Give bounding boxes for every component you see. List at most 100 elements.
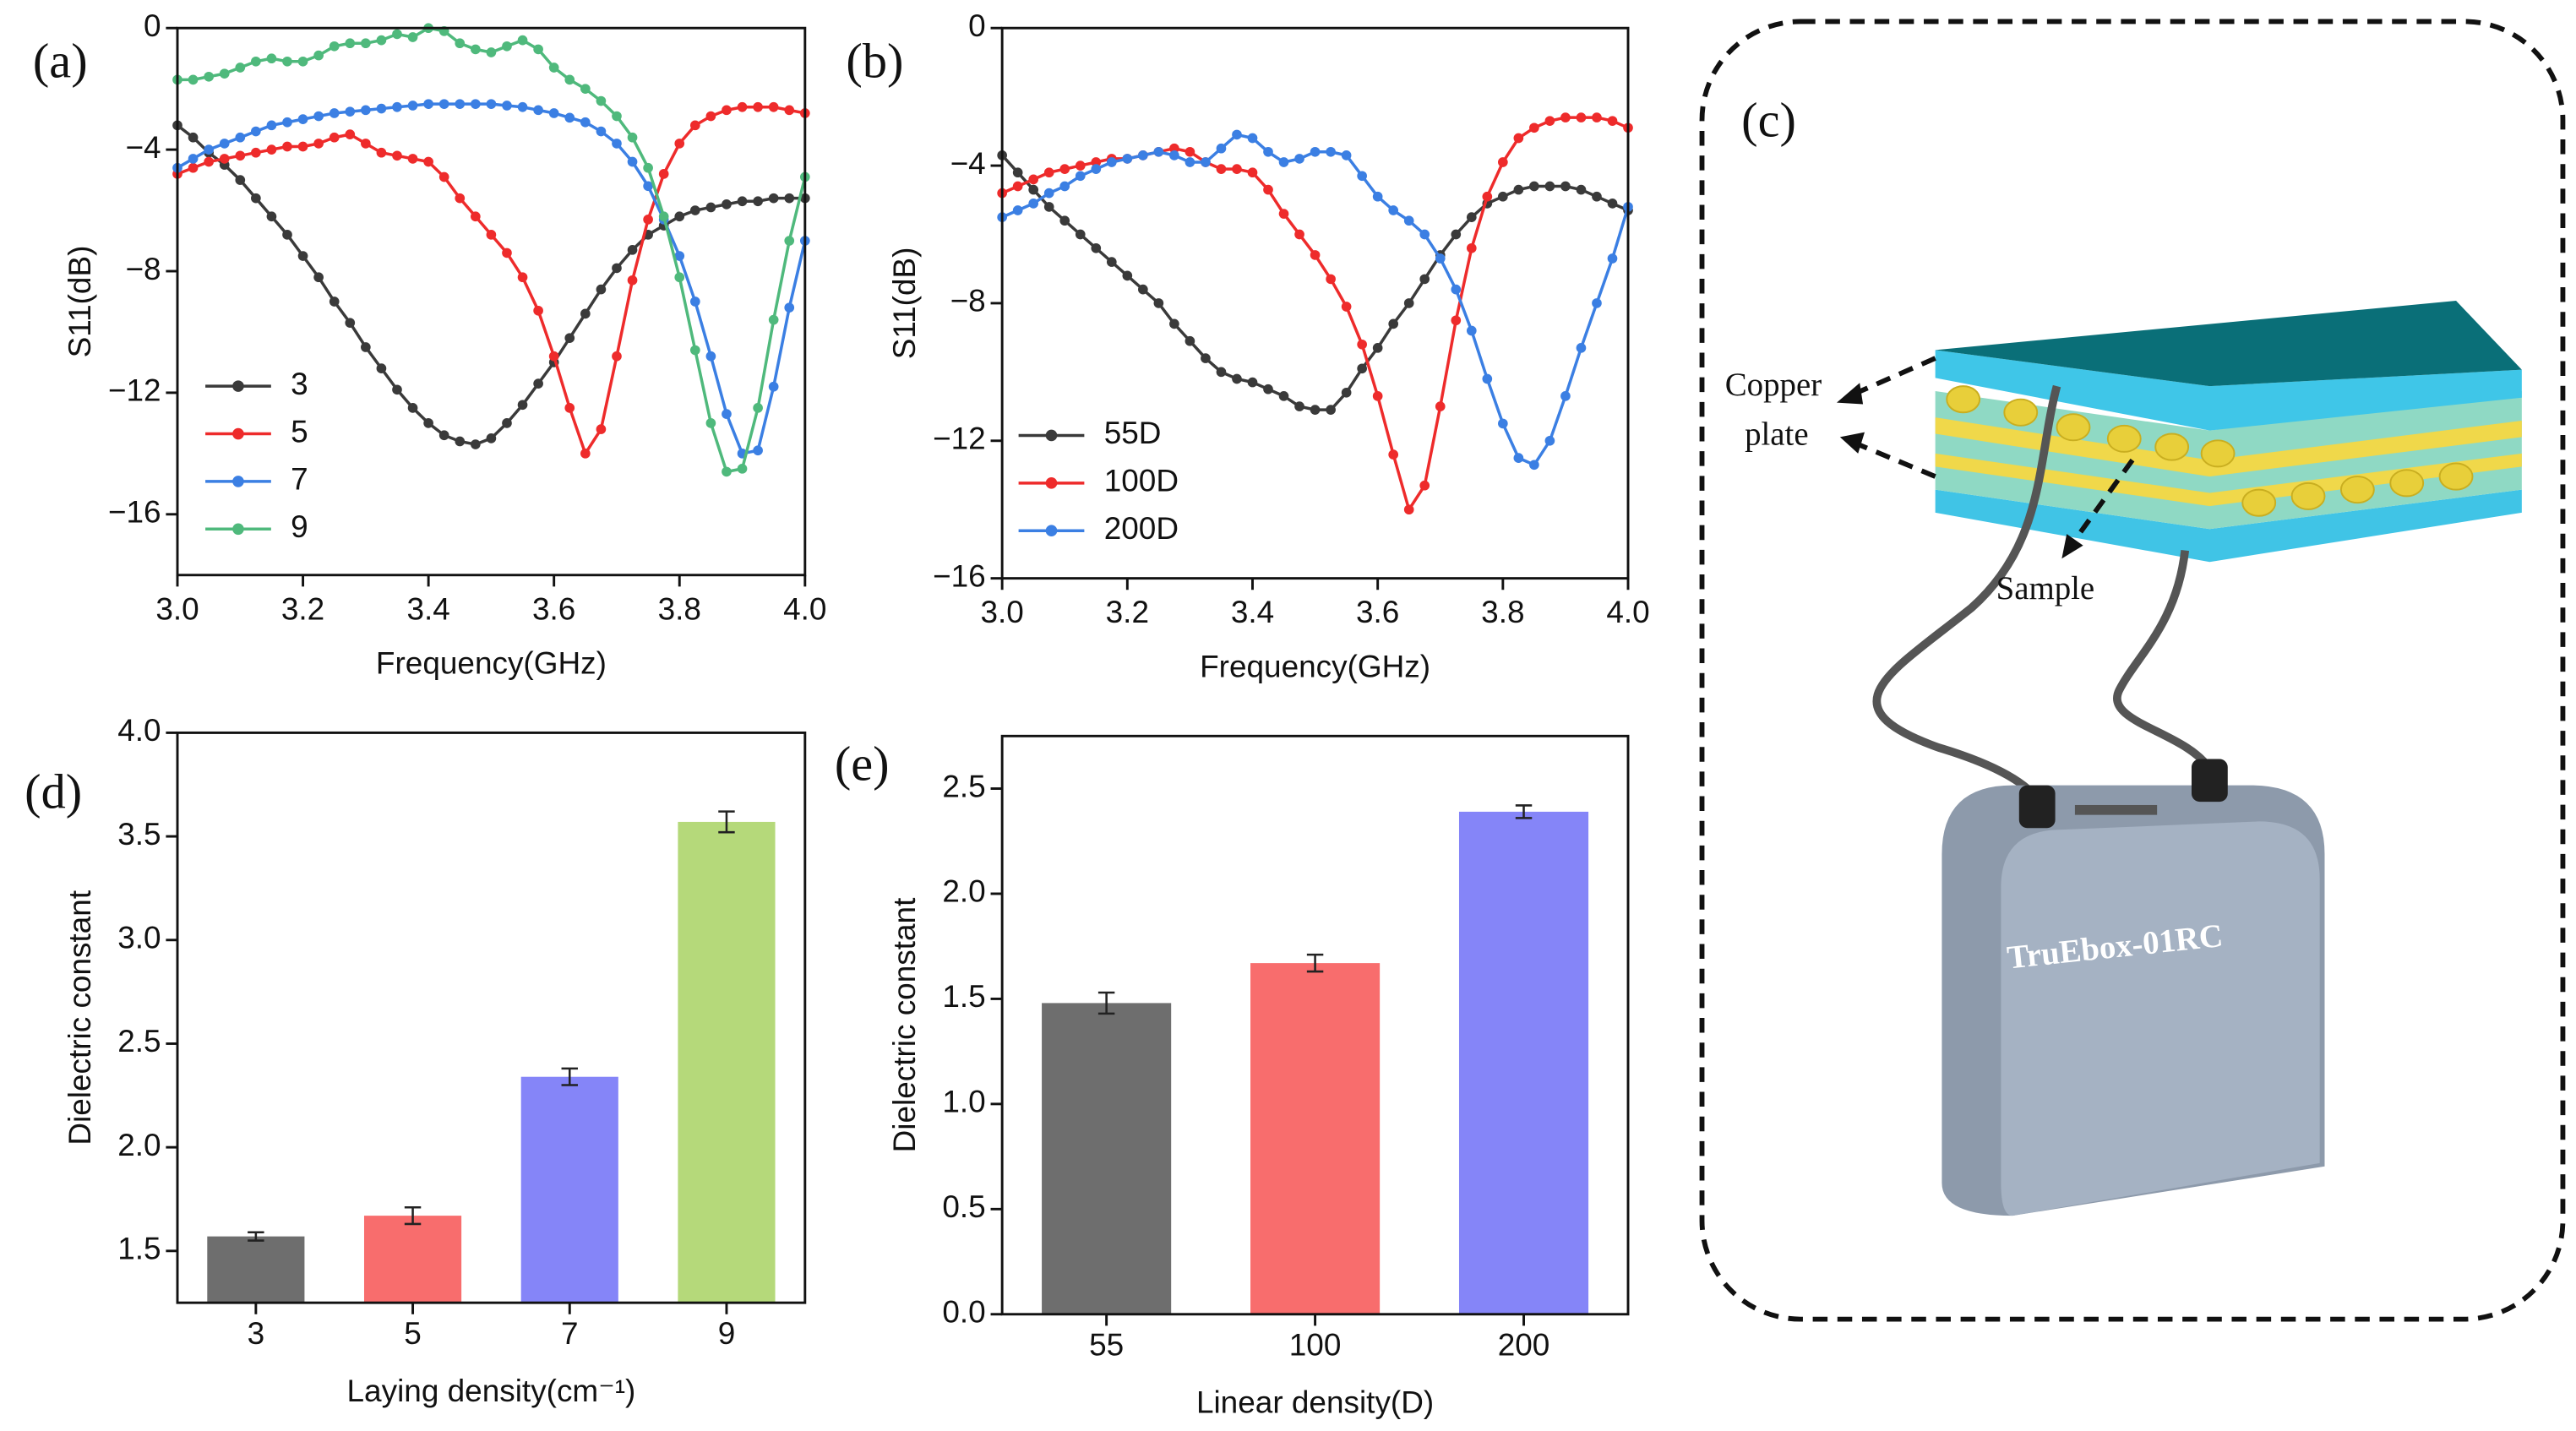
marker	[1403, 504, 1414, 515]
y-tick-label: 2.0	[117, 1128, 161, 1162]
marker	[533, 378, 543, 389]
marker	[1138, 284, 1148, 295]
marker	[282, 141, 292, 152]
marker	[1544, 435, 1555, 446]
marker	[612, 351, 622, 362]
marker	[689, 205, 700, 215]
marker	[1607, 116, 1618, 126]
marker	[1419, 480, 1430, 491]
marker	[361, 139, 371, 149]
y-tick-label: 3.0	[117, 921, 161, 955]
axes-frame	[176, 26, 807, 577]
marker	[376, 35, 387, 46]
y-tick-label: 2.0	[942, 874, 985, 909]
marker	[1091, 164, 1102, 174]
marker	[564, 333, 575, 343]
bar	[207, 1236, 305, 1303]
marker	[689, 297, 700, 307]
marker	[1278, 391, 1289, 401]
marker	[1607, 199, 1618, 209]
x-tick-label: 9	[718, 1316, 736, 1351]
marker	[1435, 253, 1446, 264]
marker	[658, 169, 669, 179]
marker	[1059, 215, 1070, 226]
marker	[1451, 229, 1462, 240]
marker	[282, 56, 292, 67]
marker	[1059, 164, 1070, 174]
axes-frame	[1000, 26, 1630, 580]
marker	[407, 154, 418, 164]
marker	[753, 196, 763, 207]
marker	[674, 251, 685, 261]
marker	[1388, 205, 1399, 215]
marker	[392, 384, 402, 395]
x-tick-label: 7	[561, 1316, 579, 1351]
marker	[1263, 184, 1273, 195]
marker	[471, 44, 481, 55]
marker	[455, 99, 466, 109]
marker	[1294, 154, 1304, 164]
marker	[345, 38, 356, 49]
marker	[580, 84, 591, 95]
marker	[1544, 181, 1555, 192]
marker	[1185, 157, 1195, 167]
marker	[1028, 199, 1039, 209]
marker	[1341, 387, 1352, 398]
marker	[235, 132, 246, 143]
x-tick-label: 3.6	[1356, 595, 1399, 629]
marker	[455, 38, 466, 49]
marker	[219, 68, 230, 79]
marker	[722, 466, 732, 477]
marker	[1122, 270, 1133, 281]
marker	[1466, 242, 1477, 253]
marker	[235, 63, 246, 73]
marker	[768, 101, 779, 112]
marker	[1341, 302, 1352, 312]
marker	[1169, 150, 1179, 161]
x-tick-label: 3.2	[1106, 595, 1149, 629]
copper-label: plate	[1745, 416, 1809, 452]
top-plate-side	[1935, 350, 2522, 431]
marker	[1482, 373, 1493, 384]
marker	[345, 318, 356, 328]
marker	[251, 147, 261, 158]
y-tick-label: 0	[968, 8, 986, 43]
marker	[517, 35, 528, 46]
marker	[1294, 401, 1304, 411]
marker	[784, 105, 795, 116]
marker	[643, 181, 653, 192]
marker	[580, 449, 591, 459]
bar	[520, 1076, 618, 1303]
x-axis-label: Linear density(D)	[1196, 1385, 1434, 1419]
marker	[627, 132, 638, 143]
marker	[345, 129, 356, 139]
marker	[753, 445, 763, 456]
marker	[1091, 242, 1102, 253]
marker	[1263, 146, 1273, 157]
legend-label: 100D	[1104, 464, 1179, 498]
marker	[486, 230, 497, 240]
marker	[1498, 157, 1508, 167]
marker	[486, 47, 497, 57]
series-line	[176, 123, 805, 446]
x-axis-label: Laying density(cm⁻¹)	[347, 1374, 636, 1408]
marker	[204, 71, 214, 82]
marker	[329, 108, 340, 118]
marker	[1529, 181, 1539, 192]
marker	[517, 272, 528, 283]
marker	[1232, 164, 1242, 174]
error-bar	[561, 1067, 578, 1086]
marker	[361, 105, 371, 116]
y-tick-label: 0.5	[942, 1189, 985, 1224]
marker	[438, 171, 449, 182]
dashed-frame	[1699, 19, 2566, 1322]
marker	[1091, 157, 1102, 167]
marker	[1075, 229, 1086, 240]
top-plate	[1935, 301, 2522, 387]
device-slot	[2074, 804, 2158, 815]
legend-label: 9	[291, 509, 308, 544]
marker	[1028, 174, 1039, 185]
x-tick-label: 5	[404, 1316, 422, 1351]
marker	[564, 112, 575, 123]
